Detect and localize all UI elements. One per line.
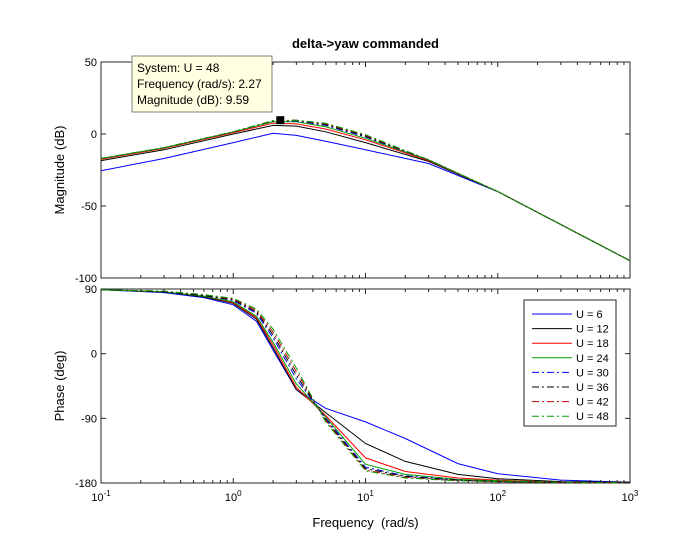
magnitude-ytick-label: -50 [81,201,97,213]
datatip[interactable]: System: U = 48 Frequency (rad/s): 2.27 M… [131,55,273,113]
phase-xtick-label: 103 [622,489,639,504]
phase-ytick-label: 0 [91,349,97,361]
magnitude-series-8[interactable] [100,119,631,262]
legend-label-6: U = 36 [576,382,609,394]
datatip-line-frequency: Frequency (rad/s): 2.27 [137,77,262,91]
legend-box[interactable] [523,299,617,427]
phase-xtick-label: 101 [357,489,374,504]
legend-label-2: U = 12 [576,324,609,336]
datatip-line-magnitude: Magnitude (dB): 9.59 [137,93,249,107]
phase-ytick-label: 90 [85,284,97,296]
datatip-box[interactable] [131,55,273,113]
phase-series-8[interactable] [100,289,631,484]
legend[interactable]: U = 6 U = 12 U = 18 U = 24 U = 30 U = 36 U = 4… [523,299,617,427]
phase-series-4[interactable] [100,289,631,484]
legend-label-5: U = 30 [576,367,609,379]
phase-xtick-label: 100 [225,489,242,504]
phase-ytick-label: -90 [81,413,97,425]
magnitude-title: delta->yaw commanded [292,36,439,51]
magnitude-ytick-label: -100 [75,273,97,285]
phase-ylabel: Phase (deg) [52,351,67,422]
phase-xlabel: Frequency (rad/s) [312,515,418,530]
phase-series-group [100,289,631,484]
magnitude-ytick-label: 0 [91,129,97,141]
magnitude-ytick-label: 50 [85,57,97,69]
datatip-marker[interactable] [276,116,285,125]
legend-label-7: U = 42 [576,397,609,409]
phase-xtick-label: 10-1 [91,489,111,504]
phase-xtick-label: 102 [489,489,506,504]
magnitude-ylabel: Magnitude (dB) [52,126,67,215]
datatip-line-system: System: U = 48 [137,61,220,75]
phase-ytick-label: -180 [75,478,97,490]
phase-xtick-labels: 10-1 100 101 102 103 [91,489,639,504]
magnitude-panel: delta->yaw commanded Magnitude (dB) 50 0 -… [52,36,631,285]
legend-label-8: U = 48 [576,411,609,423]
phase-panel: Phase (deg) Frequency (rad/s) 90 0 -90 -180… [52,284,639,530]
legend-label-1: U = 6 [576,309,603,321]
magnitude-series-1[interactable] [100,132,631,262]
phase-ticks-group [100,288,631,484]
legend-label-3: U = 18 [576,338,609,350]
magnitude-series-group [100,119,631,262]
phase-ytick-labels: 90 0 -90 -180 [75,284,97,490]
legend-label-4: U = 24 [576,353,609,365]
magnitude-ytick-labels: 50 0 -50 -100 [75,57,97,285]
